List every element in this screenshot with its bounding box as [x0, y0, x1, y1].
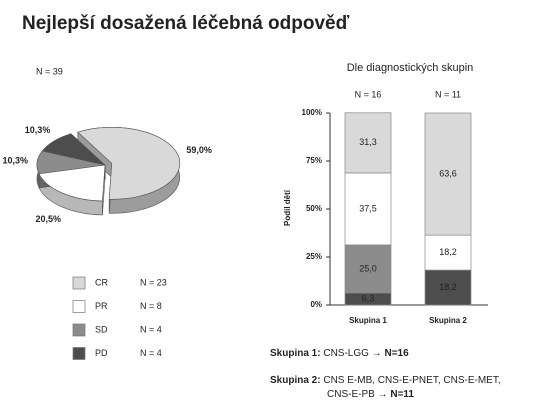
- note-text: CNS-LGG →: [323, 348, 384, 359]
- bar-segment: [424, 234, 472, 271]
- pie-slice: [77, 127, 181, 200]
- bar-value-label: 31,3: [359, 137, 377, 147]
- bar-value-label: 18,2: [439, 247, 457, 257]
- legend-swatch: [72, 347, 86, 360]
- note: CNS-E-PB → N=11: [327, 389, 414, 400]
- bar-value-label: 37,5: [359, 203, 377, 213]
- y-axis-label: Podíl dětí: [283, 189, 292, 226]
- y-tick-label: 50%: [306, 204, 322, 213]
- note: Skupina 2: CNS E-MB, CNS-E-PNET, CNS-E-M…: [270, 375, 501, 386]
- bar-value-label: 63,6: [439, 168, 457, 178]
- category-note: N = 11: [435, 89, 461, 99]
- note-text: CNS E-MB, CNS-E-PNET, CNS-E-MET,: [323, 375, 500, 386]
- legend-count: N = 23: [140, 277, 167, 287]
- bar-segment: [344, 112, 392, 174]
- y-tick-label: 75%: [306, 156, 322, 165]
- pie-value-label: 10,3%: [3, 155, 29, 165]
- bar-value-label: 25,0: [359, 263, 377, 273]
- y-tick-label: 100%: [302, 108, 322, 117]
- x-tick-label: Skupina 1: [349, 316, 387, 325]
- pie-slice: [41, 133, 107, 166]
- note-label: Skupina 2:: [270, 375, 321, 386]
- pie-value-label: 20,5%: [36, 214, 62, 224]
- category-note: N = 16: [355, 89, 382, 99]
- bar-segment: [424, 269, 472, 306]
- legend-label: PD: [95, 348, 108, 358]
- note-label: Skupina 1:: [270, 348, 321, 359]
- pie-slice: [38, 164, 106, 202]
- note-total: N=16: [384, 348, 409, 359]
- pie-value-label: 10,3%: [25, 125, 51, 135]
- note: Skupina 1: CNS-LGG → N=16: [270, 348, 409, 359]
- pie-value-label: 59,0%: [186, 145, 212, 155]
- y-tick-label: 25%: [306, 252, 322, 261]
- slide-title: Nejlepší dosažená léčebná odpověď: [22, 13, 350, 34]
- legend-label: CR: [95, 277, 108, 287]
- note-text: CNS-E-PB →: [327, 389, 390, 400]
- bar-value-label: 6,3: [362, 293, 375, 303]
- bar-segment: [344, 172, 392, 246]
- legend-swatch: [72, 276, 86, 290]
- legend-count: N = 4: [140, 348, 162, 358]
- pie-subtitle: N = 39: [36, 66, 63, 76]
- legend-swatch: [72, 300, 86, 313]
- legend-count: N = 8: [140, 301, 162, 311]
- y-tick-label: 0%: [310, 300, 322, 309]
- bar-title: Dle diagnostických skupin: [347, 62, 474, 74]
- x-tick-label: Skupina 2: [429, 316, 467, 325]
- legend-label: SD: [95, 324, 108, 334]
- legend-swatch: [72, 323, 86, 337]
- legend-count: N = 4: [140, 324, 162, 334]
- bar-value-label: 18,2: [439, 282, 457, 292]
- bar-segment: [424, 112, 472, 236]
- legend-label: PR: [95, 301, 108, 311]
- bar-segment: [344, 244, 392, 294]
- note-total: N=11: [390, 389, 414, 400]
